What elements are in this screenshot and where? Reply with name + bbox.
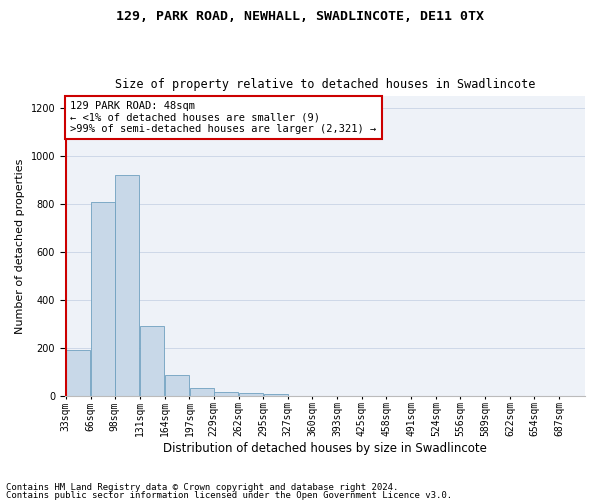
Text: Contains HM Land Registry data © Crown copyright and database right 2024.: Contains HM Land Registry data © Crown c…	[6, 484, 398, 492]
Bar	[115, 176, 139, 396]
Bar	[263, 394, 288, 396]
Bar	[239, 393, 263, 396]
Bar	[165, 376, 189, 396]
X-axis label: Distribution of detached houses by size in Swadlincote: Distribution of detached houses by size …	[163, 442, 487, 455]
Text: 129 PARK ROAD: 48sqm
← <1% of detached houses are smaller (9)
>99% of semi-detac: 129 PARK ROAD: 48sqm ← <1% of detached h…	[70, 101, 376, 134]
Bar	[91, 202, 115, 396]
Title: Size of property relative to detached houses in Swadlincote: Size of property relative to detached ho…	[115, 78, 535, 91]
Y-axis label: Number of detached properties: Number of detached properties	[15, 158, 25, 334]
Bar	[214, 392, 238, 396]
Bar	[66, 350, 91, 396]
Bar	[140, 326, 164, 396]
Text: 129, PARK ROAD, NEWHALL, SWADLINCOTE, DE11 0TX: 129, PARK ROAD, NEWHALL, SWADLINCOTE, DE…	[116, 10, 484, 23]
Text: Contains public sector information licensed under the Open Government Licence v3: Contains public sector information licen…	[6, 490, 452, 500]
Bar	[190, 388, 214, 396]
